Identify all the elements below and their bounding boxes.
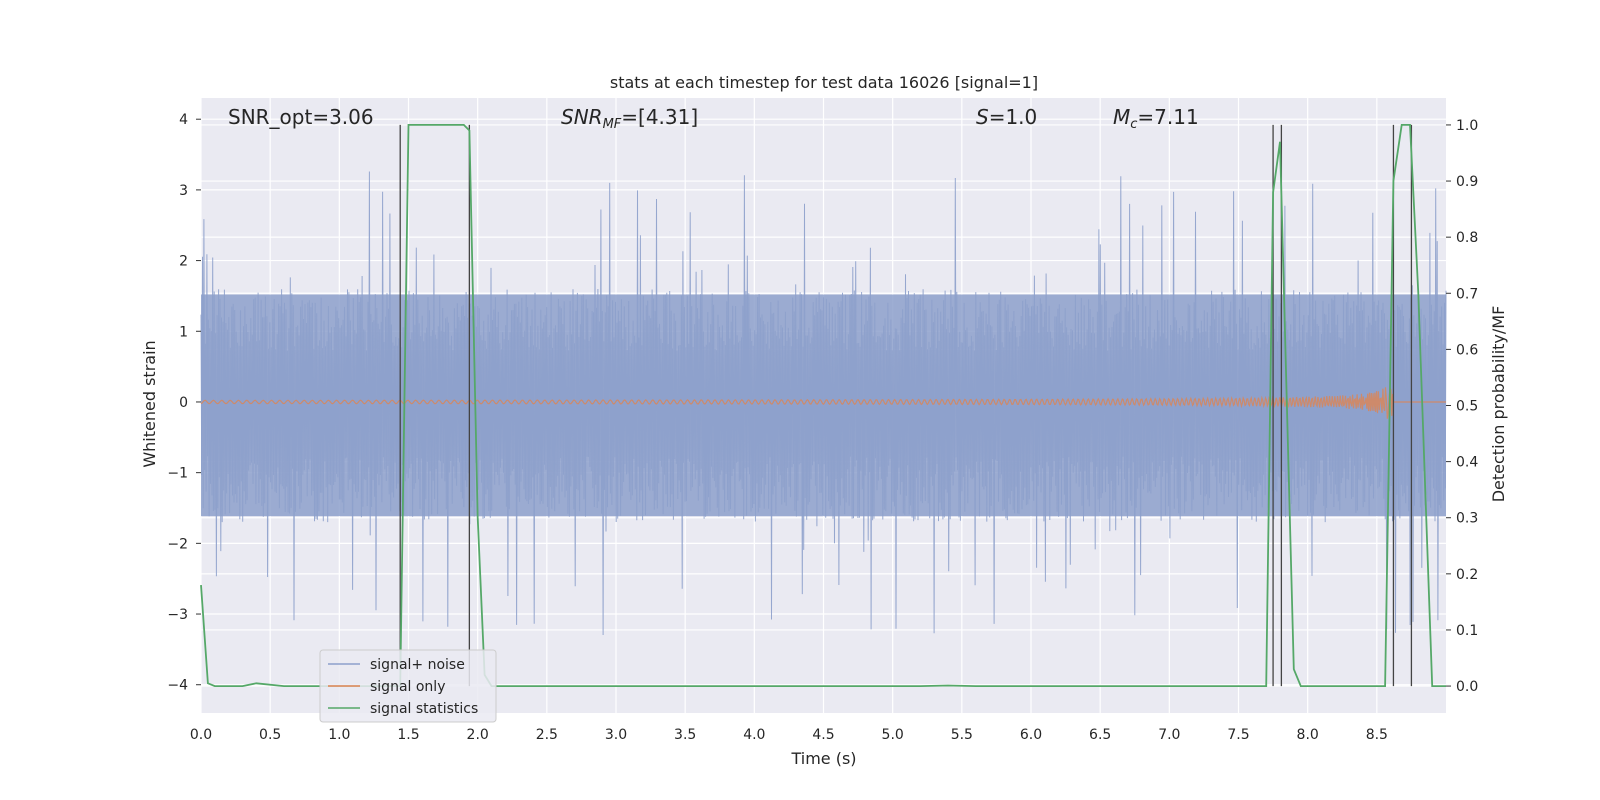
annotation-snr-opt: SNR_opt=3.06 xyxy=(228,105,374,129)
y-tick-label: 3 xyxy=(179,183,188,199)
y2-tick-label: 0.3 xyxy=(1456,511,1478,527)
y2-tick-label: 0.9 xyxy=(1456,174,1478,190)
y-tick-label: 0 xyxy=(179,395,188,411)
noise-trace xyxy=(200,171,1447,636)
annotation-snr-mf-sub: MF xyxy=(603,117,622,132)
y-tick-label: −2 xyxy=(167,536,188,552)
x-tick-label: 5.5 xyxy=(951,727,973,743)
x-tick-label: 4.0 xyxy=(743,727,765,743)
x-axis-label: Time (s) xyxy=(790,749,856,768)
y-tick-label: −4 xyxy=(167,678,188,694)
legend-label-signal-only: signal only xyxy=(370,679,445,695)
annotation-mc-main: M xyxy=(1113,105,1130,129)
x-tick-label: 0.5 xyxy=(259,727,281,743)
x-tick-label: 8.0 xyxy=(1297,727,1319,743)
x-tick-label: 7.0 xyxy=(1158,727,1180,743)
y-tick-label: 2 xyxy=(179,254,188,270)
x-tick-label: 4.5 xyxy=(812,727,834,743)
x-tick-label: 5.0 xyxy=(882,727,904,743)
annotation-mc-sub: c xyxy=(1130,117,1137,132)
annotation-s: S=1.0 xyxy=(976,105,1037,129)
axes: 0.0 0.5 1.0 1.5 2.0 2.5 3.0 3.5 4.0 4.5 5.0 5.5 6.0 6… xyxy=(167,112,1478,743)
annotation-mc: Mc=7.11 xyxy=(1113,105,1199,132)
x-tick-label: 6.5 xyxy=(1089,727,1111,743)
y2-tick-label: 0.2 xyxy=(1456,567,1478,583)
annotation-snr-mf: SNRMF=[4.31] xyxy=(561,105,698,132)
y2-tick-label: 0.8 xyxy=(1456,230,1478,246)
signal-trace xyxy=(200,387,1446,419)
series-signal-only xyxy=(200,387,1446,419)
y2-axis-label: Detection probability/MF xyxy=(1489,306,1508,503)
y2-tick-label: 0.7 xyxy=(1456,286,1478,302)
x-tick-label: 6.0 xyxy=(1020,727,1042,743)
annotation-mc-value: =7.11 xyxy=(1137,105,1198,129)
x-tick-label: 1.0 xyxy=(328,727,350,743)
y2-tick-label: 0.1 xyxy=(1456,623,1478,639)
x-tick-label: 2.0 xyxy=(467,727,489,743)
annotation-snr-mf-main: SNR xyxy=(561,105,603,129)
x-tick-label: 3.5 xyxy=(674,727,696,743)
y-tick-label: −1 xyxy=(167,466,188,482)
y2-tick-label: 1.0 xyxy=(1456,118,1478,134)
x-tick-label: 7.5 xyxy=(1227,727,1249,743)
legend: signal+ noise signal only signal statist… xyxy=(319,649,497,723)
y-tick-label: 1 xyxy=(179,324,188,340)
y2-tick-label: 0.6 xyxy=(1456,342,1478,358)
x-tick-label: 0.0 xyxy=(190,727,212,743)
y2-tick-label: 0.4 xyxy=(1456,455,1478,471)
probability-line xyxy=(200,124,1446,687)
legend-label-signal-noise: signal+ noise xyxy=(370,657,465,673)
chart-title: stats at each timestep for test data 160… xyxy=(610,73,1038,92)
annotation-s-value: =1.0 xyxy=(989,105,1038,129)
x-tick-label: 8.5 xyxy=(1366,727,1388,743)
y-tick-label: 4 xyxy=(179,112,188,128)
annotation-s-main: S xyxy=(976,105,989,129)
legend-box xyxy=(319,649,497,723)
x-tick-label: 2.5 xyxy=(536,727,558,743)
x-tick-label: 1.5 xyxy=(397,727,419,743)
y2-tick-label: 0.0 xyxy=(1456,679,1478,695)
y2-tick-label: 0.5 xyxy=(1456,399,1478,415)
y-tick-label: −3 xyxy=(167,607,188,623)
annotation-snr-mf-value: =[4.31] xyxy=(621,105,698,129)
legend-label-signal-statistics: signal statistics xyxy=(370,701,478,717)
y-axis-label: Whitened strain xyxy=(140,340,159,467)
x-tick-label: 3.0 xyxy=(605,727,627,743)
series-signal-statistics xyxy=(200,124,1446,687)
